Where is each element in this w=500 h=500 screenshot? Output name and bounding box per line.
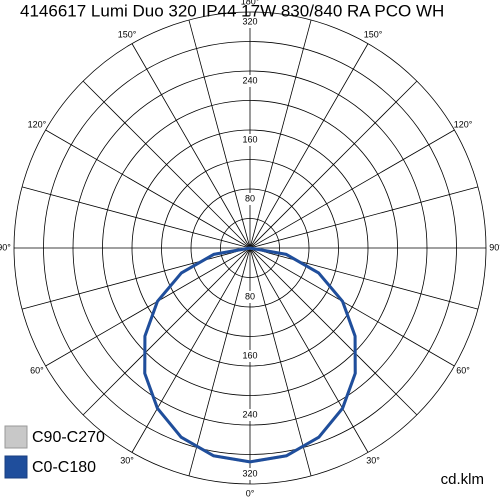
legend-swatch: [4, 455, 28, 479]
r-tick-label: 80: [245, 193, 255, 203]
r-tick-label: 160: [242, 134, 257, 144]
ring: [13, 11, 487, 485]
grid: [13, 11, 487, 485]
r-tick-label: 240: [242, 409, 257, 419]
angle-tick-label: 90°: [489, 242, 500, 252]
angle-tick-label: 120°: [28, 119, 47, 129]
unit-label: cd.klm: [441, 471, 484, 488]
label-bg: [239, 468, 261, 480]
angle-tick-label: 30°: [366, 455, 380, 465]
legend-label: C0-C180: [32, 459, 96, 476]
angle-tick-label: 90°: [0, 242, 11, 252]
r-tick-label: 240: [242, 75, 257, 85]
ring: [102, 100, 398, 396]
angle-tick-label: 150°: [364, 29, 383, 39]
r-tick-label: 160: [242, 350, 257, 360]
angle-tick-label: 150°: [118, 29, 137, 39]
angle-tick-label: 120°: [454, 119, 473, 129]
ring: [72, 70, 428, 426]
angle-tick-label: 60°: [30, 365, 44, 375]
label-bg: [239, 291, 261, 303]
angle-tick-label: 0°: [246, 488, 255, 498]
label-bg: [239, 350, 261, 362]
r-tick-label: 80: [245, 291, 255, 301]
ring: [190, 188, 310, 308]
ring: [161, 159, 339, 337]
angle-tick-label: 60°: [456, 365, 470, 375]
curve: [143, 246, 357, 464]
angle-tick-label: 180°: [241, 0, 260, 6]
curves: [143, 246, 357, 464]
label-bg: [239, 16, 261, 28]
label-bg: [239, 134, 261, 146]
r-tick-label: 320: [242, 468, 257, 478]
legend-swatch: [4, 425, 28, 449]
ring: [43, 41, 457, 455]
r-tick-label: 320: [242, 16, 257, 26]
label-bg: [239, 193, 261, 205]
legend-label: C90-C270: [32, 429, 105, 446]
label-bg: [239, 75, 261, 87]
chart-title: 4146617 Lumi Duo 320 IP44 17W 830/840 RA…: [20, 1, 444, 20]
ring: [131, 129, 369, 367]
ring: [220, 218, 280, 278]
label-bg: [239, 409, 261, 421]
angle-tick-label: 30°: [120, 455, 134, 465]
